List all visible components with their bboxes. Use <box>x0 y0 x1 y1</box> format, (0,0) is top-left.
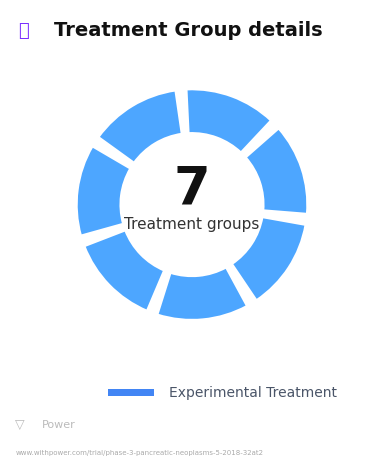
Wedge shape <box>187 89 271 153</box>
Wedge shape <box>77 146 130 236</box>
Wedge shape <box>98 91 182 163</box>
Text: Treatment groups: Treatment groups <box>124 217 260 232</box>
Wedge shape <box>232 217 306 300</box>
Text: Power: Power <box>42 420 76 430</box>
Text: 7: 7 <box>174 164 210 216</box>
Wedge shape <box>157 267 247 320</box>
Text: Treatment Group details: Treatment Group details <box>54 21 323 40</box>
Text: Experimental Treatment: Experimental Treatment <box>169 385 337 399</box>
Wedge shape <box>246 128 307 214</box>
Wedge shape <box>84 230 164 311</box>
FancyBboxPatch shape <box>108 389 154 396</box>
Text: www.withpower.com/trial/phase-3-pancreatic-neoplasms-5-2018-32at2: www.withpower.com/trial/phase-3-pancreat… <box>15 450 263 456</box>
Text: 👥: 👥 <box>18 22 28 40</box>
Text: ▽: ▽ <box>15 418 25 432</box>
